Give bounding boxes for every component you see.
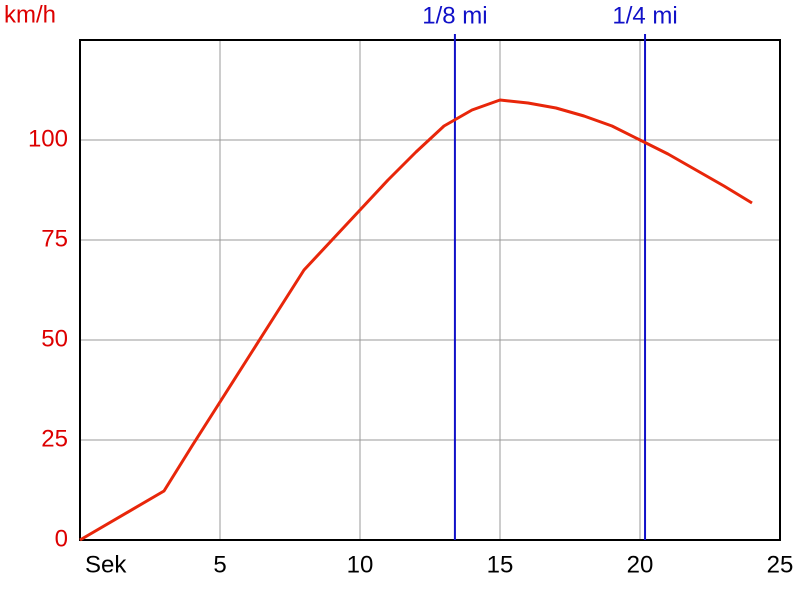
x-tick-label: 15 — [487, 551, 514, 578]
x-tick-label: 10 — [347, 551, 374, 578]
x-tick-label: 25 — [767, 551, 794, 578]
marker-label: 1/8 mi — [422, 2, 487, 29]
y-tick-label: 100 — [28, 125, 68, 152]
y-tick-label: 50 — [41, 325, 68, 352]
speed-line — [79, 98, 753, 542]
plot-frame — [79, 39, 781, 541]
y-tick-label: 75 — [41, 225, 68, 252]
x-tick-label: 5 — [213, 551, 226, 578]
x-tick-label: Sek — [85, 551, 127, 578]
x-tick-label: 20 — [627, 551, 654, 578]
marker-label: 1/4 mi — [612, 2, 677, 29]
y-tick-label: 0 — [55, 525, 68, 552]
y-axis-label: km/h — [4, 1, 56, 28]
y-tick-label: 25 — [41, 425, 68, 452]
